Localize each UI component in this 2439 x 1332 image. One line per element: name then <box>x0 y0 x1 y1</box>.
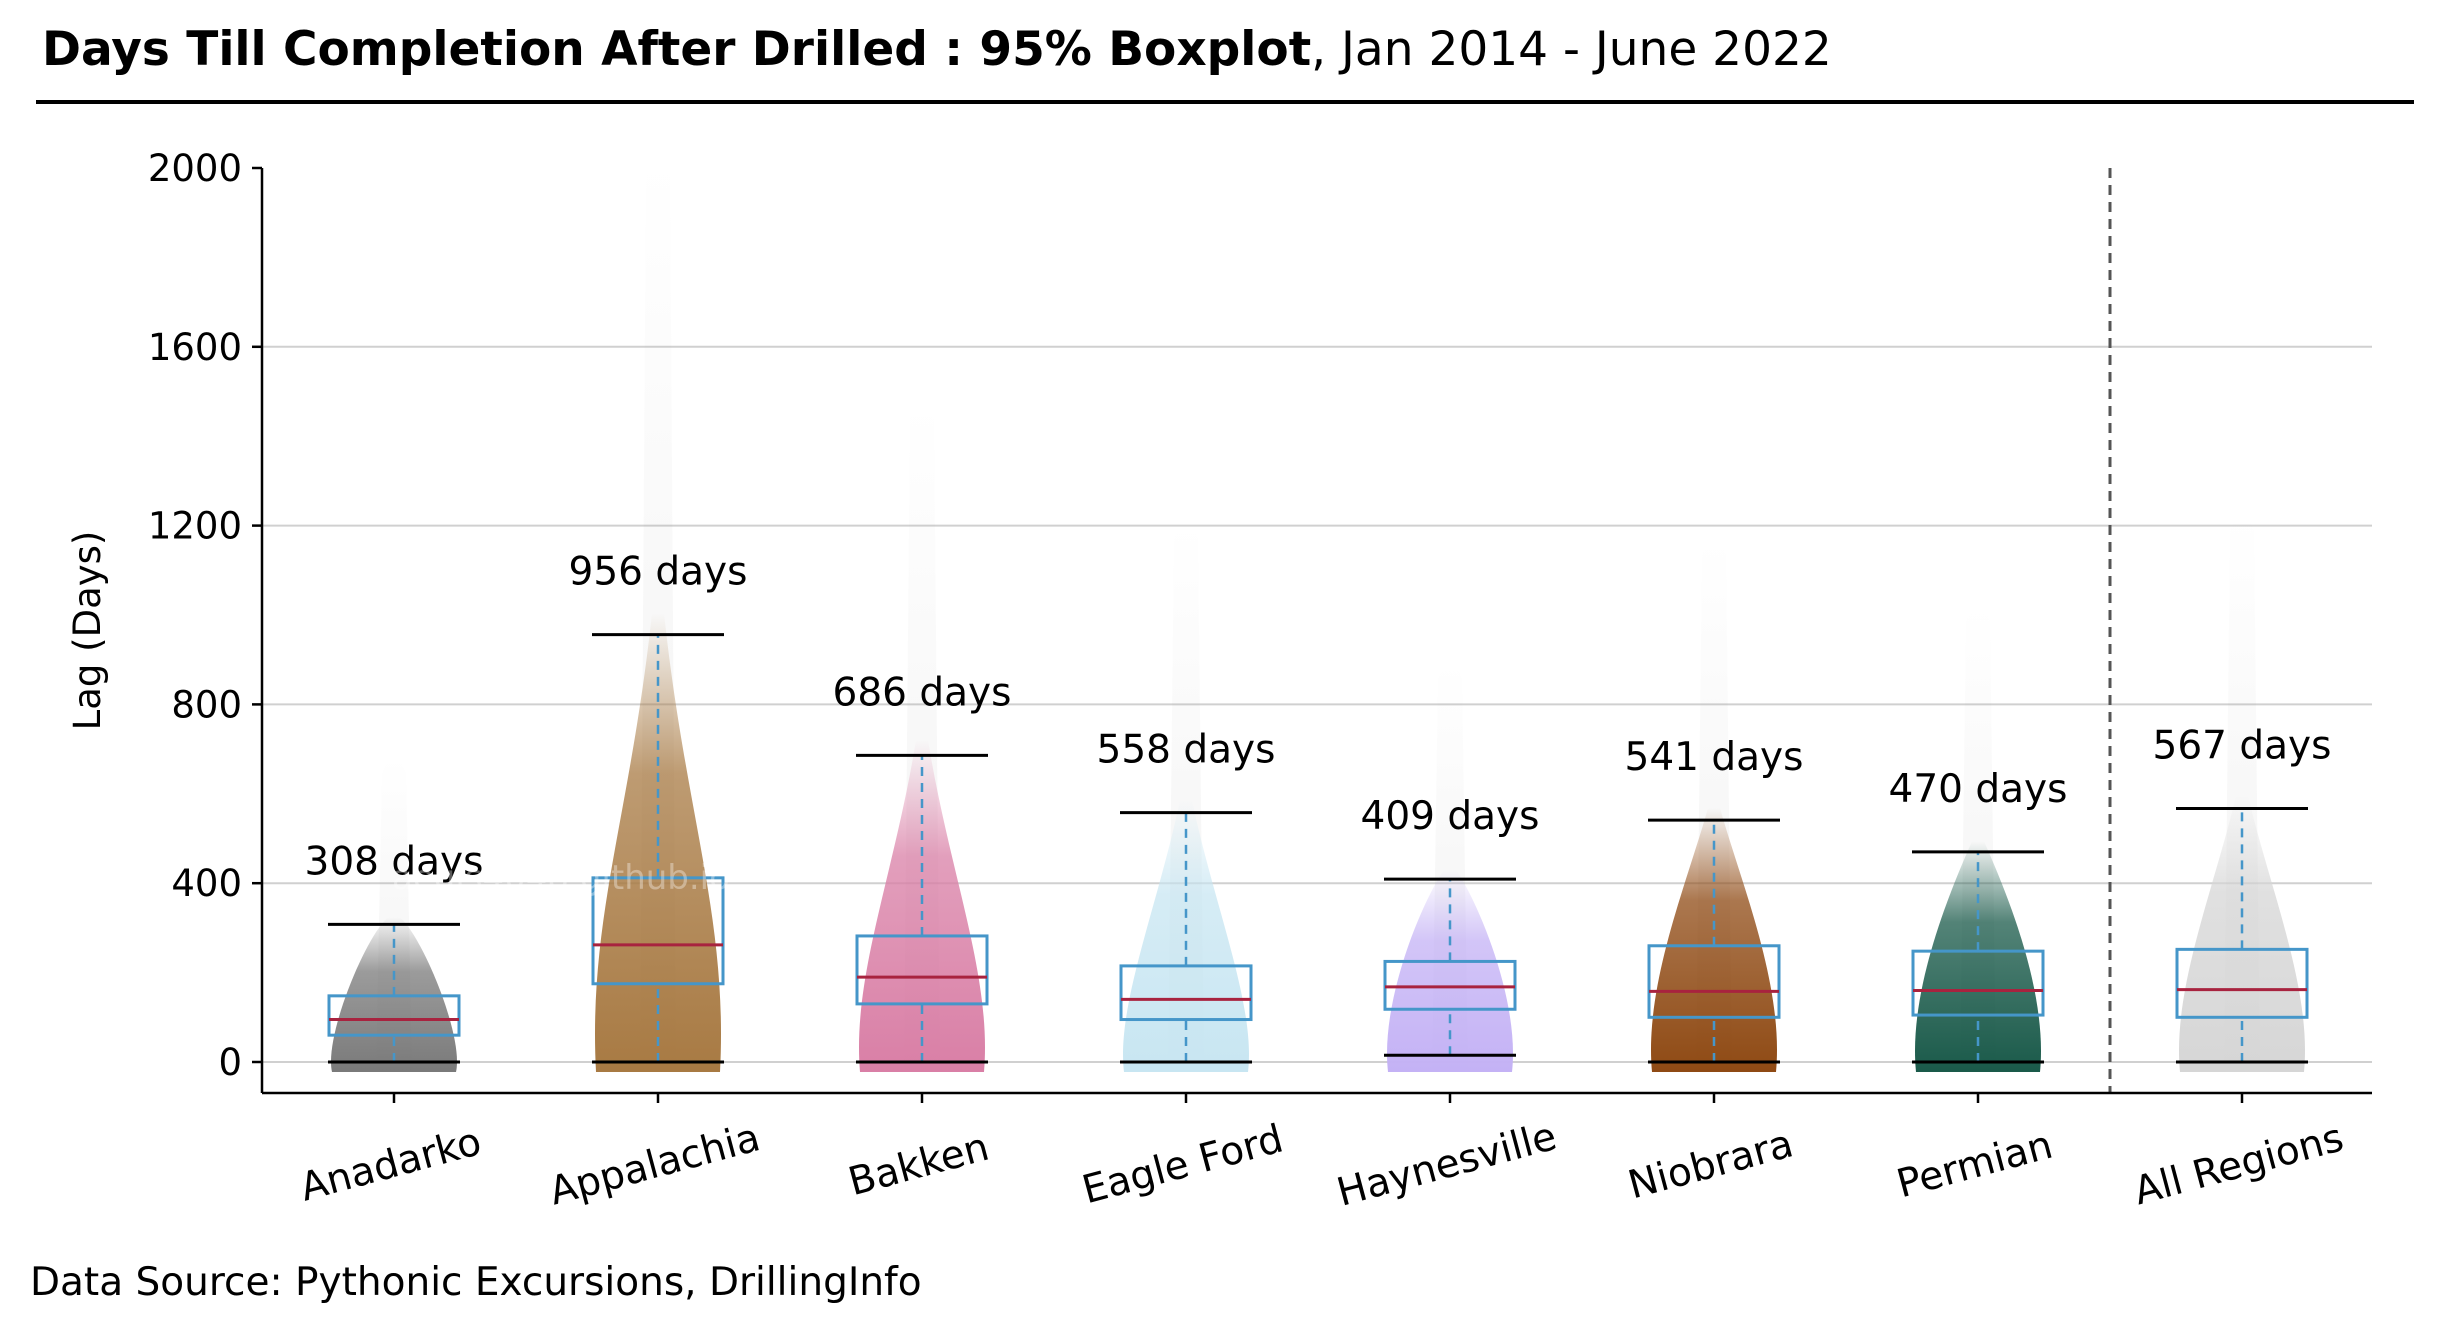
y-tick-label: 1200 <box>148 505 242 548</box>
whisker-value-label: 567 days <box>2153 724 2332 769</box>
box <box>1647 944 1781 1019</box>
box <box>1383 959 1517 1011</box>
whisker-value-label: 470 days <box>1889 767 2068 812</box>
whisker-value-label: 409 days <box>1361 794 1540 839</box>
whisker-value-label: 686 days <box>833 670 1012 715</box>
chart-title: Days Till Completion After Drilled : 95%… <box>42 22 1832 77</box>
whisker-value-label: 541 days <box>1625 735 1804 780</box>
x-tick-label: Haynesville <box>1332 1114 1561 1216</box>
box <box>2175 947 2309 1019</box>
x-tick-label: Niobrara <box>1624 1121 1798 1208</box>
scatter-clouds <box>331 157 2305 1073</box>
chart-title-date-range: , Jan 2014 - June 2022 <box>1311 22 1832 77</box>
x-tick-label: Anadarko <box>296 1119 486 1210</box>
box <box>1911 949 2045 1017</box>
title-underline <box>36 100 2414 104</box>
axes <box>252 166 2372 1103</box>
y-tick-label: 1600 <box>148 326 242 369</box>
density-cloud <box>1123 800 1249 1072</box>
box <box>327 994 461 1037</box>
density-cloud <box>1387 870 1513 1072</box>
x-tick-label: Permian <box>1892 1123 2057 1208</box>
density-cloud <box>2179 795 2305 1072</box>
x-tick-label: Eagle Ford <box>1078 1117 1288 1214</box>
box <box>855 934 989 1006</box>
whisker-value-label: 956 days <box>569 550 748 595</box>
y-tick-label: 400 <box>171 862 242 905</box>
box <box>1119 964 1253 1022</box>
box <box>591 876 725 986</box>
y-tick-label: 0 <box>218 1041 242 1084</box>
grid-lines <box>262 345 2372 1063</box>
boxes <box>327 633 2309 1064</box>
whisker-value-label: 308 days <box>305 839 484 884</box>
y-tick-label: 800 <box>171 683 242 726</box>
x-tick-label: All Regions <box>2129 1115 2348 1214</box>
density-cloud <box>859 740 985 1072</box>
x-tick-label: Bakken <box>844 1125 994 1206</box>
data-source-note: Data Source: Pythonic Excursions, Drilli… <box>30 1260 922 1305</box>
chart-title-bold: Days Till Completion After Drilled : 95%… <box>42 22 1312 77</box>
x-tick-label: Appalachia <box>545 1115 765 1214</box>
whisker-value-label: 558 days <box>1097 728 1276 773</box>
y-axis-label: Lag (Days) <box>66 531 109 731</box>
y-tick-label: 2000 <box>148 147 242 190</box>
watermark-text: aegis4048.github.io <box>392 858 730 898</box>
